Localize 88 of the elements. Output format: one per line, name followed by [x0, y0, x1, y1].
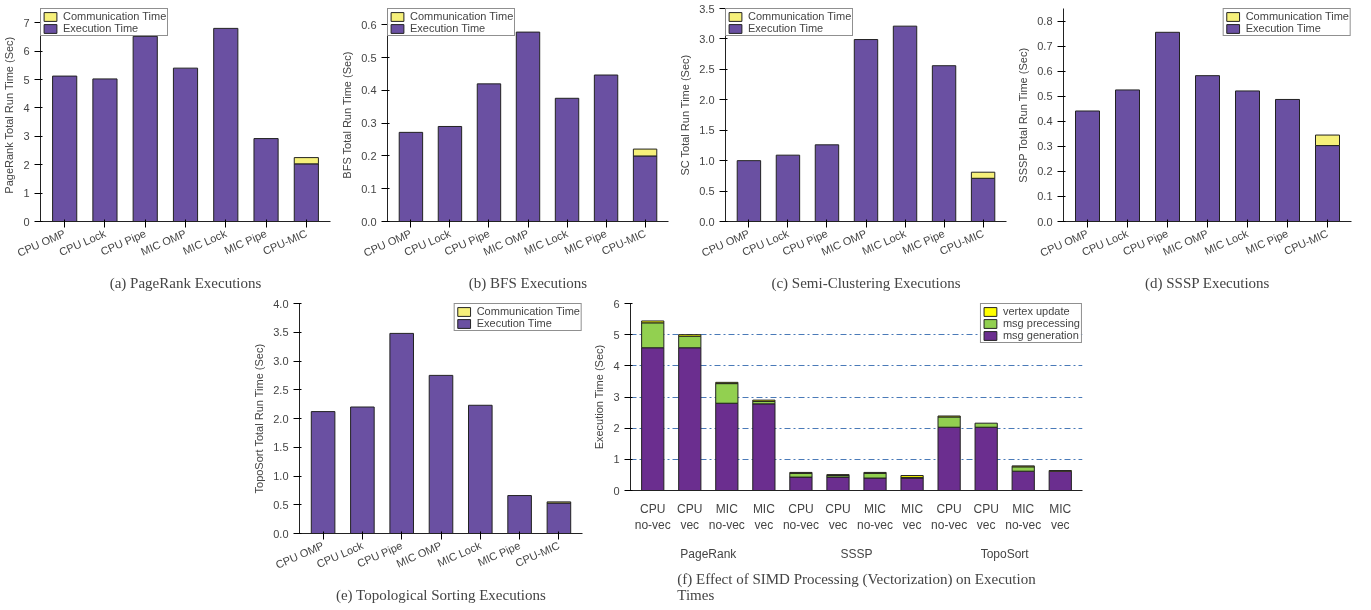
y-tick-label: 1.0 — [273, 470, 289, 482]
y-tick-label: 3.5 — [273, 326, 289, 339]
text: SSSP — [840, 546, 873, 561]
y-tick-label: 2.5 — [273, 383, 289, 396]
y-tick-label: 0.2 — [361, 149, 377, 162]
x-tick-label: CPU no-vec — [782, 501, 819, 533]
y-tick-label: 4 — [23, 101, 30, 114]
y-tick-label: 7 — [23, 16, 30, 29]
y-tick-label: 0.0 — [699, 215, 715, 228]
y-tick-label: 0.0 — [1037, 215, 1053, 228]
y-axis-title: SC Total Run Time (Sec) — [679, 54, 692, 176]
y-tick-label: 0.5 — [699, 185, 715, 198]
y-tick-label: 1.5 — [273, 441, 289, 454]
y-tick-label: 0.5 — [361, 51, 377, 64]
y-axis-title: Execution Time (Sec) — [593, 344, 606, 450]
y-tick-label: 0.2 — [1037, 165, 1053, 178]
x-tick-label: CPU vec — [825, 501, 851, 533]
y-tick-label: 0.5 — [273, 498, 289, 511]
x-tick-label: MIC vec — [901, 501, 924, 533]
y-tick-label: 5 — [613, 328, 620, 341]
y-tick-label: 0.8 — [1037, 15, 1053, 28]
y-tick-label: 0 — [613, 484, 620, 497]
y-tick-label: 0.1 — [361, 182, 377, 195]
y-tick-label: 2 — [23, 158, 30, 171]
legend-label: Communication Time — [476, 305, 580, 317]
y-tick-label: 3.0 — [699, 32, 715, 45]
y-axis-title: TopoSort Total Run Time (Sec) — [253, 343, 266, 494]
y-tick-label: 3.5 — [699, 2, 715, 15]
y-tick-label: 2.0 — [273, 412, 289, 425]
text: (d) SSSP Executions — [1145, 274, 1270, 292]
text: (a) PageRank Executions — [109, 274, 262, 292]
x-tick-label: MIC vec — [1049, 501, 1072, 533]
x-tick-label: MIC no-vec — [857, 501, 894, 533]
y-tick-label: 2.0 — [699, 93, 715, 106]
legend-label: Communication Time — [748, 10, 852, 22]
y-tick-label: 3.0 — [273, 355, 289, 367]
x-tick-label: MIC vec — [752, 501, 776, 533]
y-tick-label: 0.5 — [1037, 90, 1053, 103]
legend-label: Communication Time — [63, 10, 167, 22]
y-tick-label: 1.5 — [699, 124, 715, 137]
y-tick-label: 3 — [23, 130, 30, 143]
legend-label: msg generation — [1002, 329, 1079, 341]
legend-label: msg precessing — [1002, 317, 1080, 329]
legend-label: Execution Time — [476, 317, 552, 329]
y-tick-label: 0.6 — [361, 18, 377, 31]
y-tick-label: 2 — [613, 422, 620, 435]
y-tick-label: 0.4 — [1037, 115, 1053, 128]
y-tick-label: 0.0 — [273, 527, 289, 540]
legend-label: Execution Time — [410, 22, 486, 34]
y-tick-label: 0.0 — [361, 215, 377, 228]
x-tick-label: MIC no-vec — [1005, 501, 1042, 533]
y-tick-label: 2.5 — [699, 63, 715, 76]
y-tick-label: 1.0 — [699, 154, 715, 167]
text: (f) Effect of SIMD Processing (Vectorization) on Execution Times — [677, 570, 1037, 603]
y-tick-label: 1 — [23, 187, 30, 200]
y-axis-title: BFS Total Run Time (Sec) — [341, 51, 354, 179]
y-axis-title: PageRank Total Run Time (Sec) — [3, 36, 16, 194]
legend-label: Execution Time — [63, 22, 139, 34]
y-tick-label: 4.0 — [273, 297, 289, 310]
legend-label: Communication Time — [410, 10, 514, 22]
y-tick-label: 0.3 — [361, 117, 377, 130]
y-tick-label: 0.3 — [1037, 140, 1053, 153]
x-tick-label: MIC no-vec — [708, 501, 745, 533]
text: (b) BFS Executions — [468, 274, 588, 292]
y-tick-label: 4 — [613, 359, 620, 372]
y-tick-label: 5 — [23, 73, 30, 86]
text: TopoSort — [980, 546, 1030, 561]
legend-label: vertex update — [1002, 305, 1070, 317]
y-tick-label: 0.6 — [1037, 65, 1053, 78]
y-axis-title: SSSP Total Run Time (Sec) — [1017, 47, 1030, 183]
y-tick-label: 0 — [23, 215, 30, 228]
x-tick-label: CPU no-vec — [634, 501, 671, 533]
y-tick-label: 0.4 — [361, 84, 377, 97]
y-tick-label: 0.7 — [1037, 40, 1053, 53]
x-tick-label: CPU vec — [973, 501, 999, 533]
y-tick-label: 6 — [613, 297, 620, 310]
text: (e) Topological Sorting Executions — [335, 586, 546, 604]
x-tick-label: CPU vec — [677, 501, 703, 533]
y-tick-label: 0.1 — [1037, 190, 1053, 203]
legend-label: Communication Time — [1245, 10, 1349, 22]
x-tick-label: CPU no-vec — [931, 501, 968, 533]
y-tick-label: 3 — [613, 391, 620, 403]
legend-label: Execution Time — [1245, 22, 1321, 34]
y-tick-label: 6 — [23, 45, 30, 58]
text: (c) Semi-Clustering Executions — [771, 274, 961, 292]
text: PageRank — [680, 546, 738, 561]
y-tick-label: 1 — [613, 453, 620, 466]
legend-label: Execution Time — [748, 22, 824, 34]
